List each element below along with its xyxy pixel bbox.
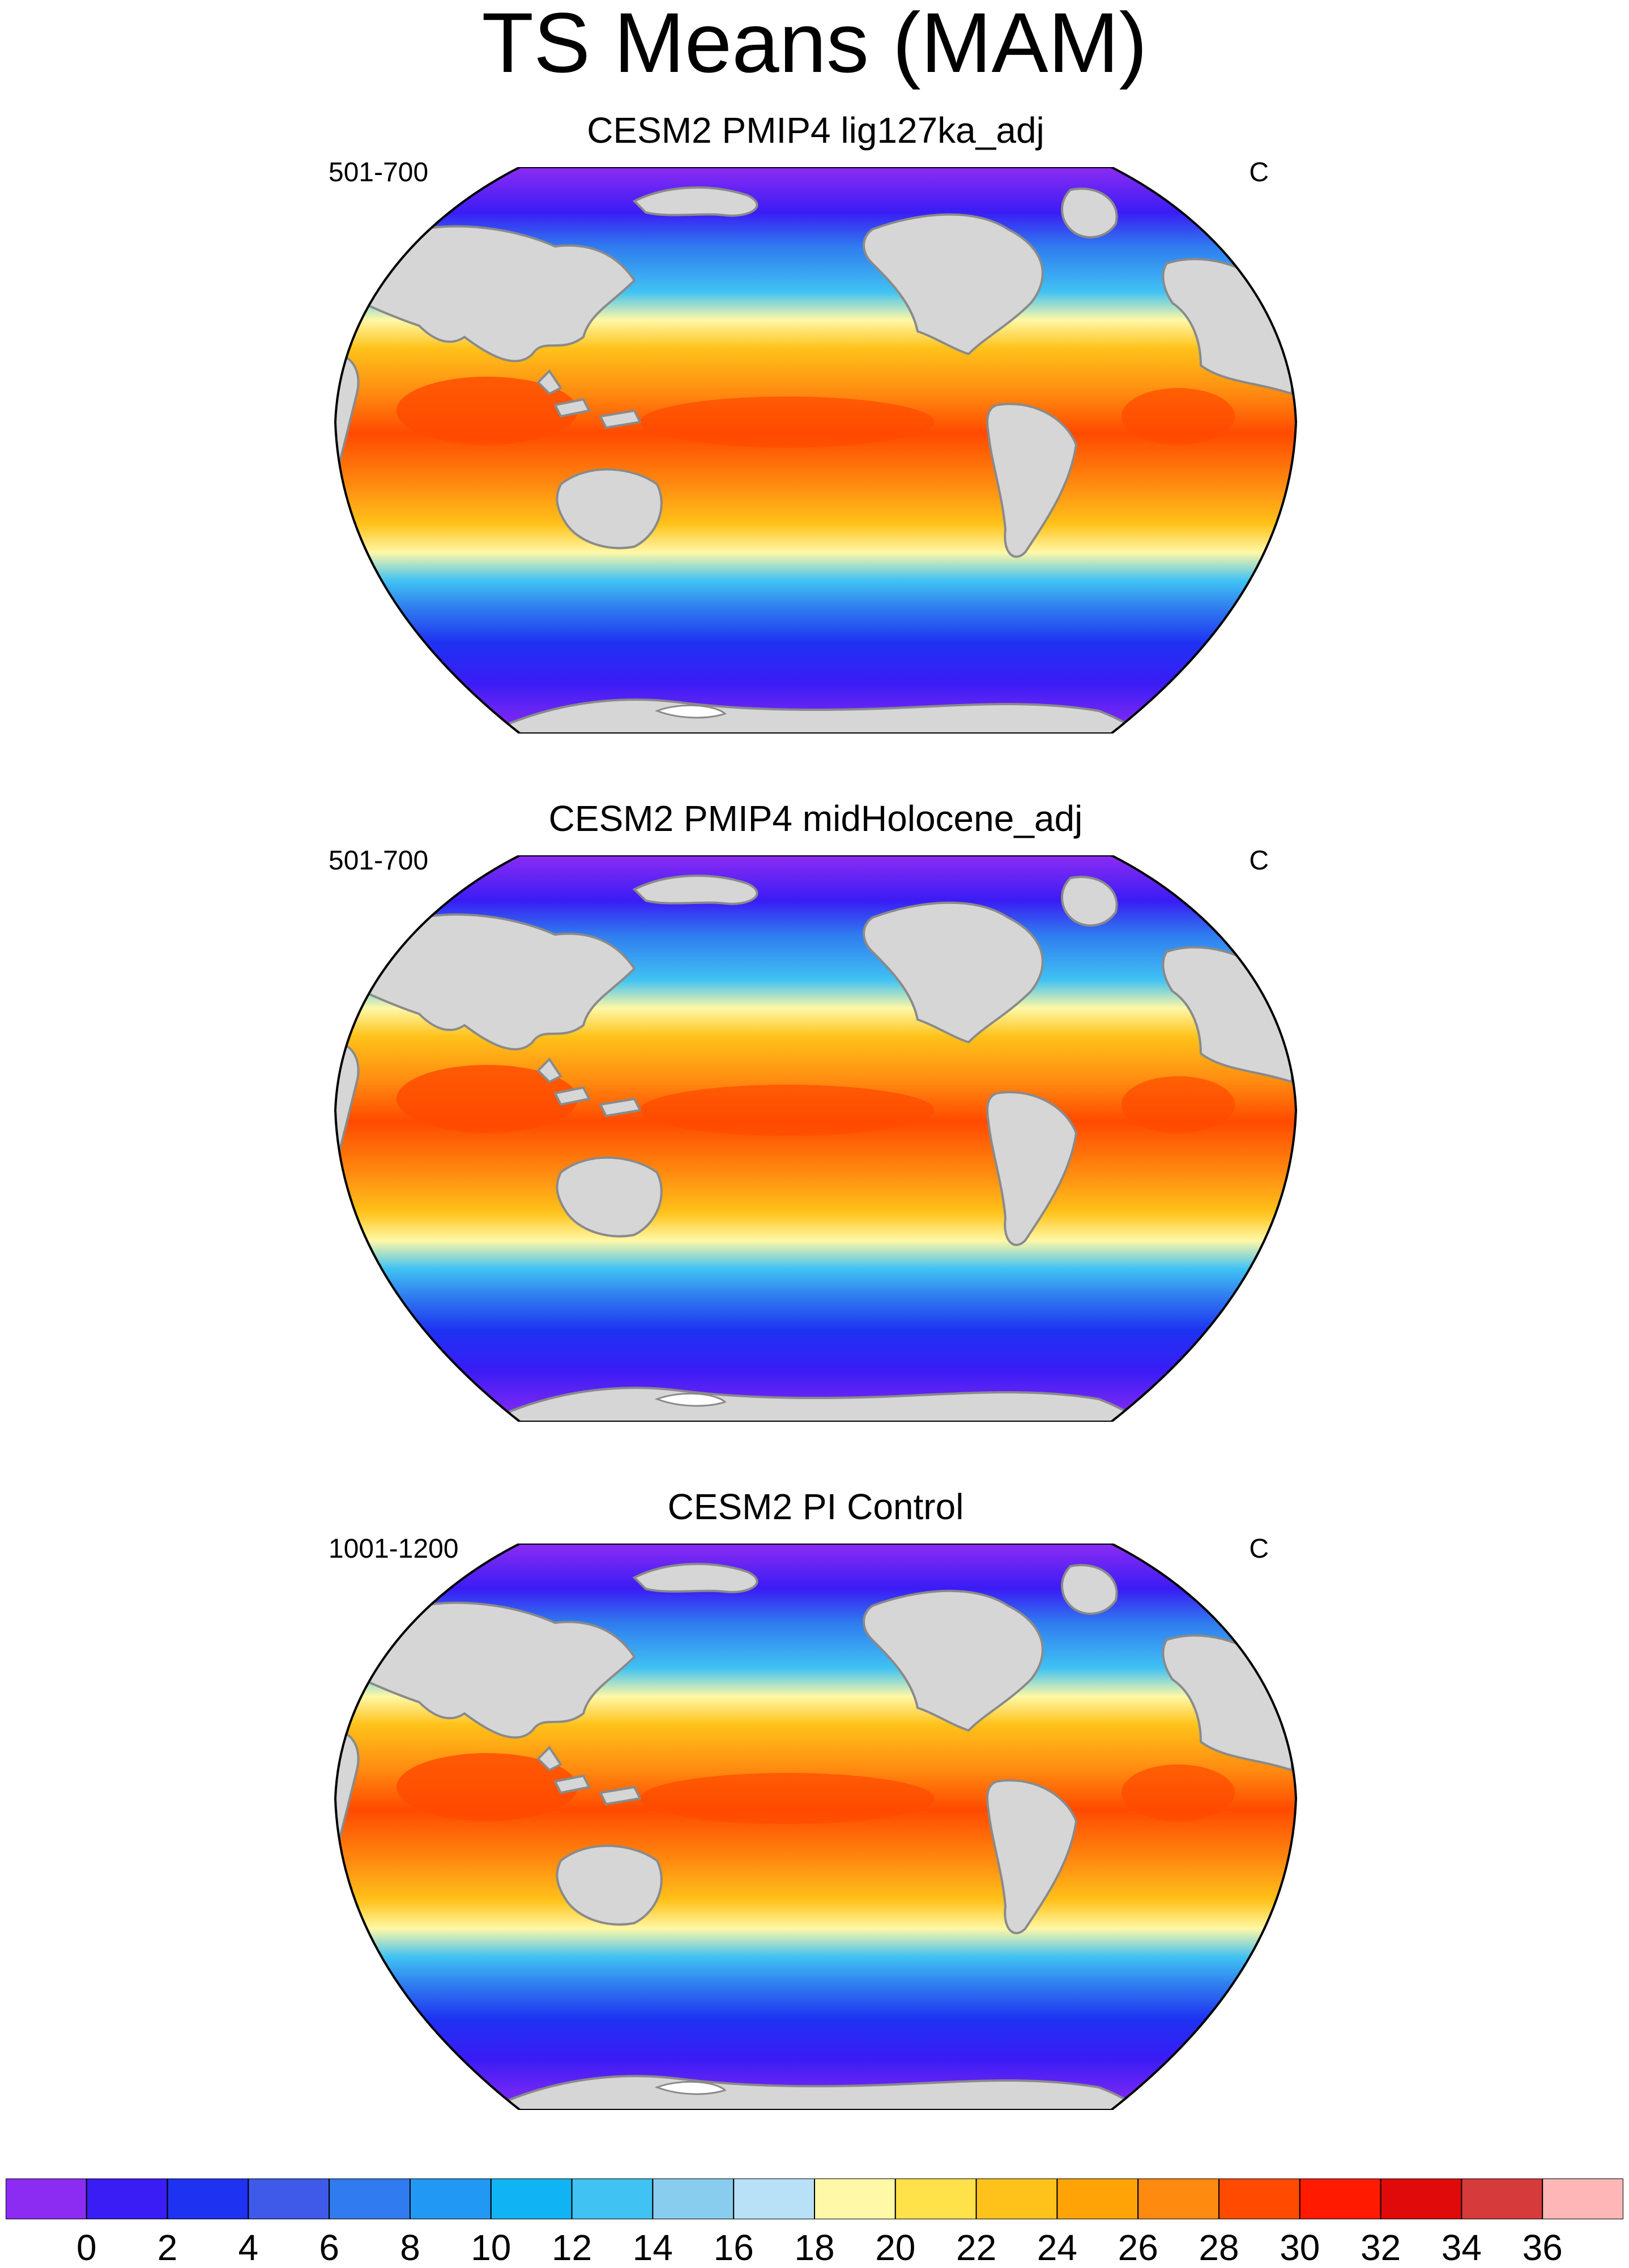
colorbar-tick-label: 22: [956, 2227, 997, 2268]
panel-title: CESM2 PMIP4 midHolocene_adj: [548, 798, 1083, 839]
period-label: 1001-1200: [329, 1534, 459, 1564]
colorbar-swatch: [167, 2179, 249, 2219]
period-label: 501-700: [329, 846, 429, 876]
colorbar-swatch: [814, 2179, 896, 2219]
sst-map: [317, 1544, 1314, 2110]
colorbar-swatch: [652, 2179, 735, 2219]
colorbar-swatch: [490, 2179, 573, 2219]
colorbar-swatch: [1380, 2179, 1462, 2219]
colorbar-swatch: [410, 2179, 492, 2219]
units-label: C: [1249, 157, 1269, 187]
colorbar-tick-label: 20: [875, 2227, 916, 2268]
colorbar-tick-label: 36: [1522, 2227, 1563, 2268]
colorbar-swatch: [894, 2179, 977, 2219]
colorbar-swatch: [248, 2179, 330, 2219]
colorbar-tick-label: 10: [471, 2227, 511, 2268]
colorbar-swatch: [1299, 2179, 1381, 2219]
colorbar-tick-label: 26: [1118, 2227, 1158, 2268]
figure-title: TS Means (MAM): [481, 0, 1148, 90]
map-panel-pi-control: CESM2 PI Control 1001-1200 C: [317, 1487, 1314, 2110]
period-label: 501-700: [329, 157, 429, 187]
units-label: C: [1249, 1534, 1269, 1564]
colorbar-swatch: [1137, 2179, 1219, 2219]
colorbar: [6, 2179, 1623, 2219]
colorbar-tick-label: 4: [238, 2227, 259, 2268]
colorbar-tick-label: 32: [1361, 2227, 1401, 2268]
panel-title: CESM2 PI Control: [667, 1486, 964, 1527]
colorbar-tick-label: 8: [400, 2227, 420, 2268]
colorbar-tick-label: 6: [319, 2227, 339, 2268]
map-panel-midholocene: CESM2 PMIP4 midHolocene_adj 501-700 C: [317, 799, 1314, 1422]
colorbar-tick-label: 2: [157, 2227, 178, 2268]
colorbar-tick-label: 14: [632, 2227, 673, 2268]
colorbar-tick-label: 28: [1199, 2227, 1239, 2268]
sst-map: [317, 855, 1314, 1422]
colorbar-swatch: [1542, 2179, 1623, 2219]
colorbar-swatch: [733, 2179, 815, 2219]
map-panel-lig127ka: CESM2 PMIP4 lig127ka_adj 501-700 C: [317, 110, 1314, 734]
colorbar-tick-label: 30: [1280, 2227, 1320, 2268]
sst-map: [317, 167, 1314, 734]
colorbar-tick-label: 18: [794, 2227, 835, 2268]
colorbar-swatch: [571, 2179, 654, 2219]
colorbar-swatch: [1461, 2179, 1543, 2219]
colorbar-swatch: [6, 2179, 87, 2219]
units-label: C: [1249, 846, 1269, 876]
colorbar-swatch: [975, 2179, 1058, 2219]
colorbar-tick-label: 0: [76, 2227, 97, 2268]
colorbar-tick-label: 24: [1037, 2227, 1077, 2268]
colorbar-swatch: [1218, 2179, 1300, 2219]
colorbar-tick-label: 34: [1441, 2227, 1482, 2268]
colorbar-tick-label: 16: [713, 2227, 754, 2268]
colorbar-swatch: [329, 2179, 411, 2219]
colorbar-tick-label: 12: [552, 2227, 592, 2268]
colorbar-swatch: [1056, 2179, 1139, 2219]
colorbar-swatch: [86, 2179, 168, 2219]
panel-title: CESM2 PMIP4 lig127ka_adj: [587, 110, 1044, 151]
